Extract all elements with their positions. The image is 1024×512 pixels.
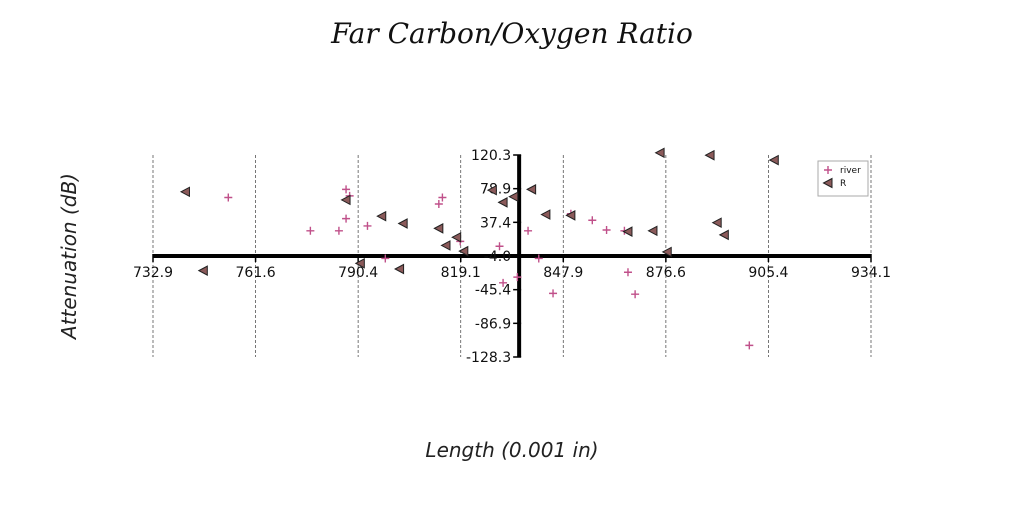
x-tick-label: 819.1 (441, 265, 481, 281)
R-point (565, 210, 576, 221)
R-point (376, 210, 387, 222)
R-point (768, 154, 779, 166)
R-point (647, 225, 658, 237)
river-point (524, 226, 533, 235)
R-point (718, 229, 729, 241)
R-point (354, 257, 365, 269)
y-tick-label: 37.4 (480, 215, 511, 231)
R-point (451, 231, 462, 243)
x-tick-label: 876.6 (646, 265, 686, 281)
chart-title: Far Carbon/Oxygen Ratio (330, 17, 693, 50)
data-points (179, 147, 779, 350)
y-tick-label: 120.3 (471, 148, 511, 164)
R-point (497, 197, 508, 208)
legend: river R (817, 160, 869, 197)
legend-entry-label: R (840, 179, 846, 189)
river-point (513, 273, 522, 282)
x-tick-labels: 732.9 761.6 790.4 819.1 847.9 876.6 905.4 934.1 (133, 254, 891, 281)
R-point (661, 246, 672, 258)
legend-box (817, 160, 869, 197)
R-point (397, 218, 408, 229)
river-point (602, 225, 611, 234)
y-tick-label: -45.4 (475, 283, 511, 299)
river-point (381, 254, 390, 263)
R-point (340, 194, 351, 206)
river-point (588, 216, 597, 225)
R-point (458, 245, 469, 257)
axes (153, 155, 871, 357)
legend-entry-label: river (840, 166, 861, 176)
y-tick-label: -128.3 (466, 350, 511, 366)
R-point (711, 217, 722, 229)
river-point (342, 185, 351, 194)
river-point (623, 268, 632, 277)
y-axis-title: Attenuation (dB) (57, 173, 81, 341)
R-point (622, 226, 633, 237)
R-point (197, 265, 208, 276)
R-point (822, 177, 833, 189)
R-point (526, 184, 537, 195)
R-point (704, 149, 715, 161)
R-point (179, 186, 190, 198)
x-tick-label: 761.6 (236, 265, 276, 281)
river-point (631, 290, 640, 299)
R-point (486, 184, 497, 196)
R-point (540, 209, 551, 220)
river-point (499, 278, 508, 287)
R-point (508, 191, 519, 203)
x-axis-title: Length (0.001 in) (425, 438, 598, 462)
river-point (224, 193, 233, 202)
R-point (433, 223, 444, 234)
river-point (495, 242, 504, 251)
river-point (534, 254, 543, 263)
R-point (440, 240, 451, 251)
river-point (334, 226, 343, 235)
river-point (363, 221, 372, 230)
river-point (438, 193, 447, 202)
river-point (306, 226, 315, 235)
y-tick-label: -4.0 (484, 249, 511, 265)
river-point (342, 214, 351, 223)
river-point (434, 199, 443, 208)
river-point (824, 166, 832, 174)
R-point (394, 263, 405, 275)
R-point (654, 147, 665, 159)
x-tick-label: 847.9 (543, 265, 583, 281)
river-point (745, 341, 754, 350)
river-point (549, 289, 558, 298)
y-tick-label: -86.9 (475, 316, 511, 332)
x-tick-label: 934.1 (851, 265, 891, 281)
x-tick-label: 732.9 (133, 265, 173, 281)
x-tick-label: 790.4 (338, 265, 378, 281)
x-tick-label: 905.4 (748, 265, 788, 281)
